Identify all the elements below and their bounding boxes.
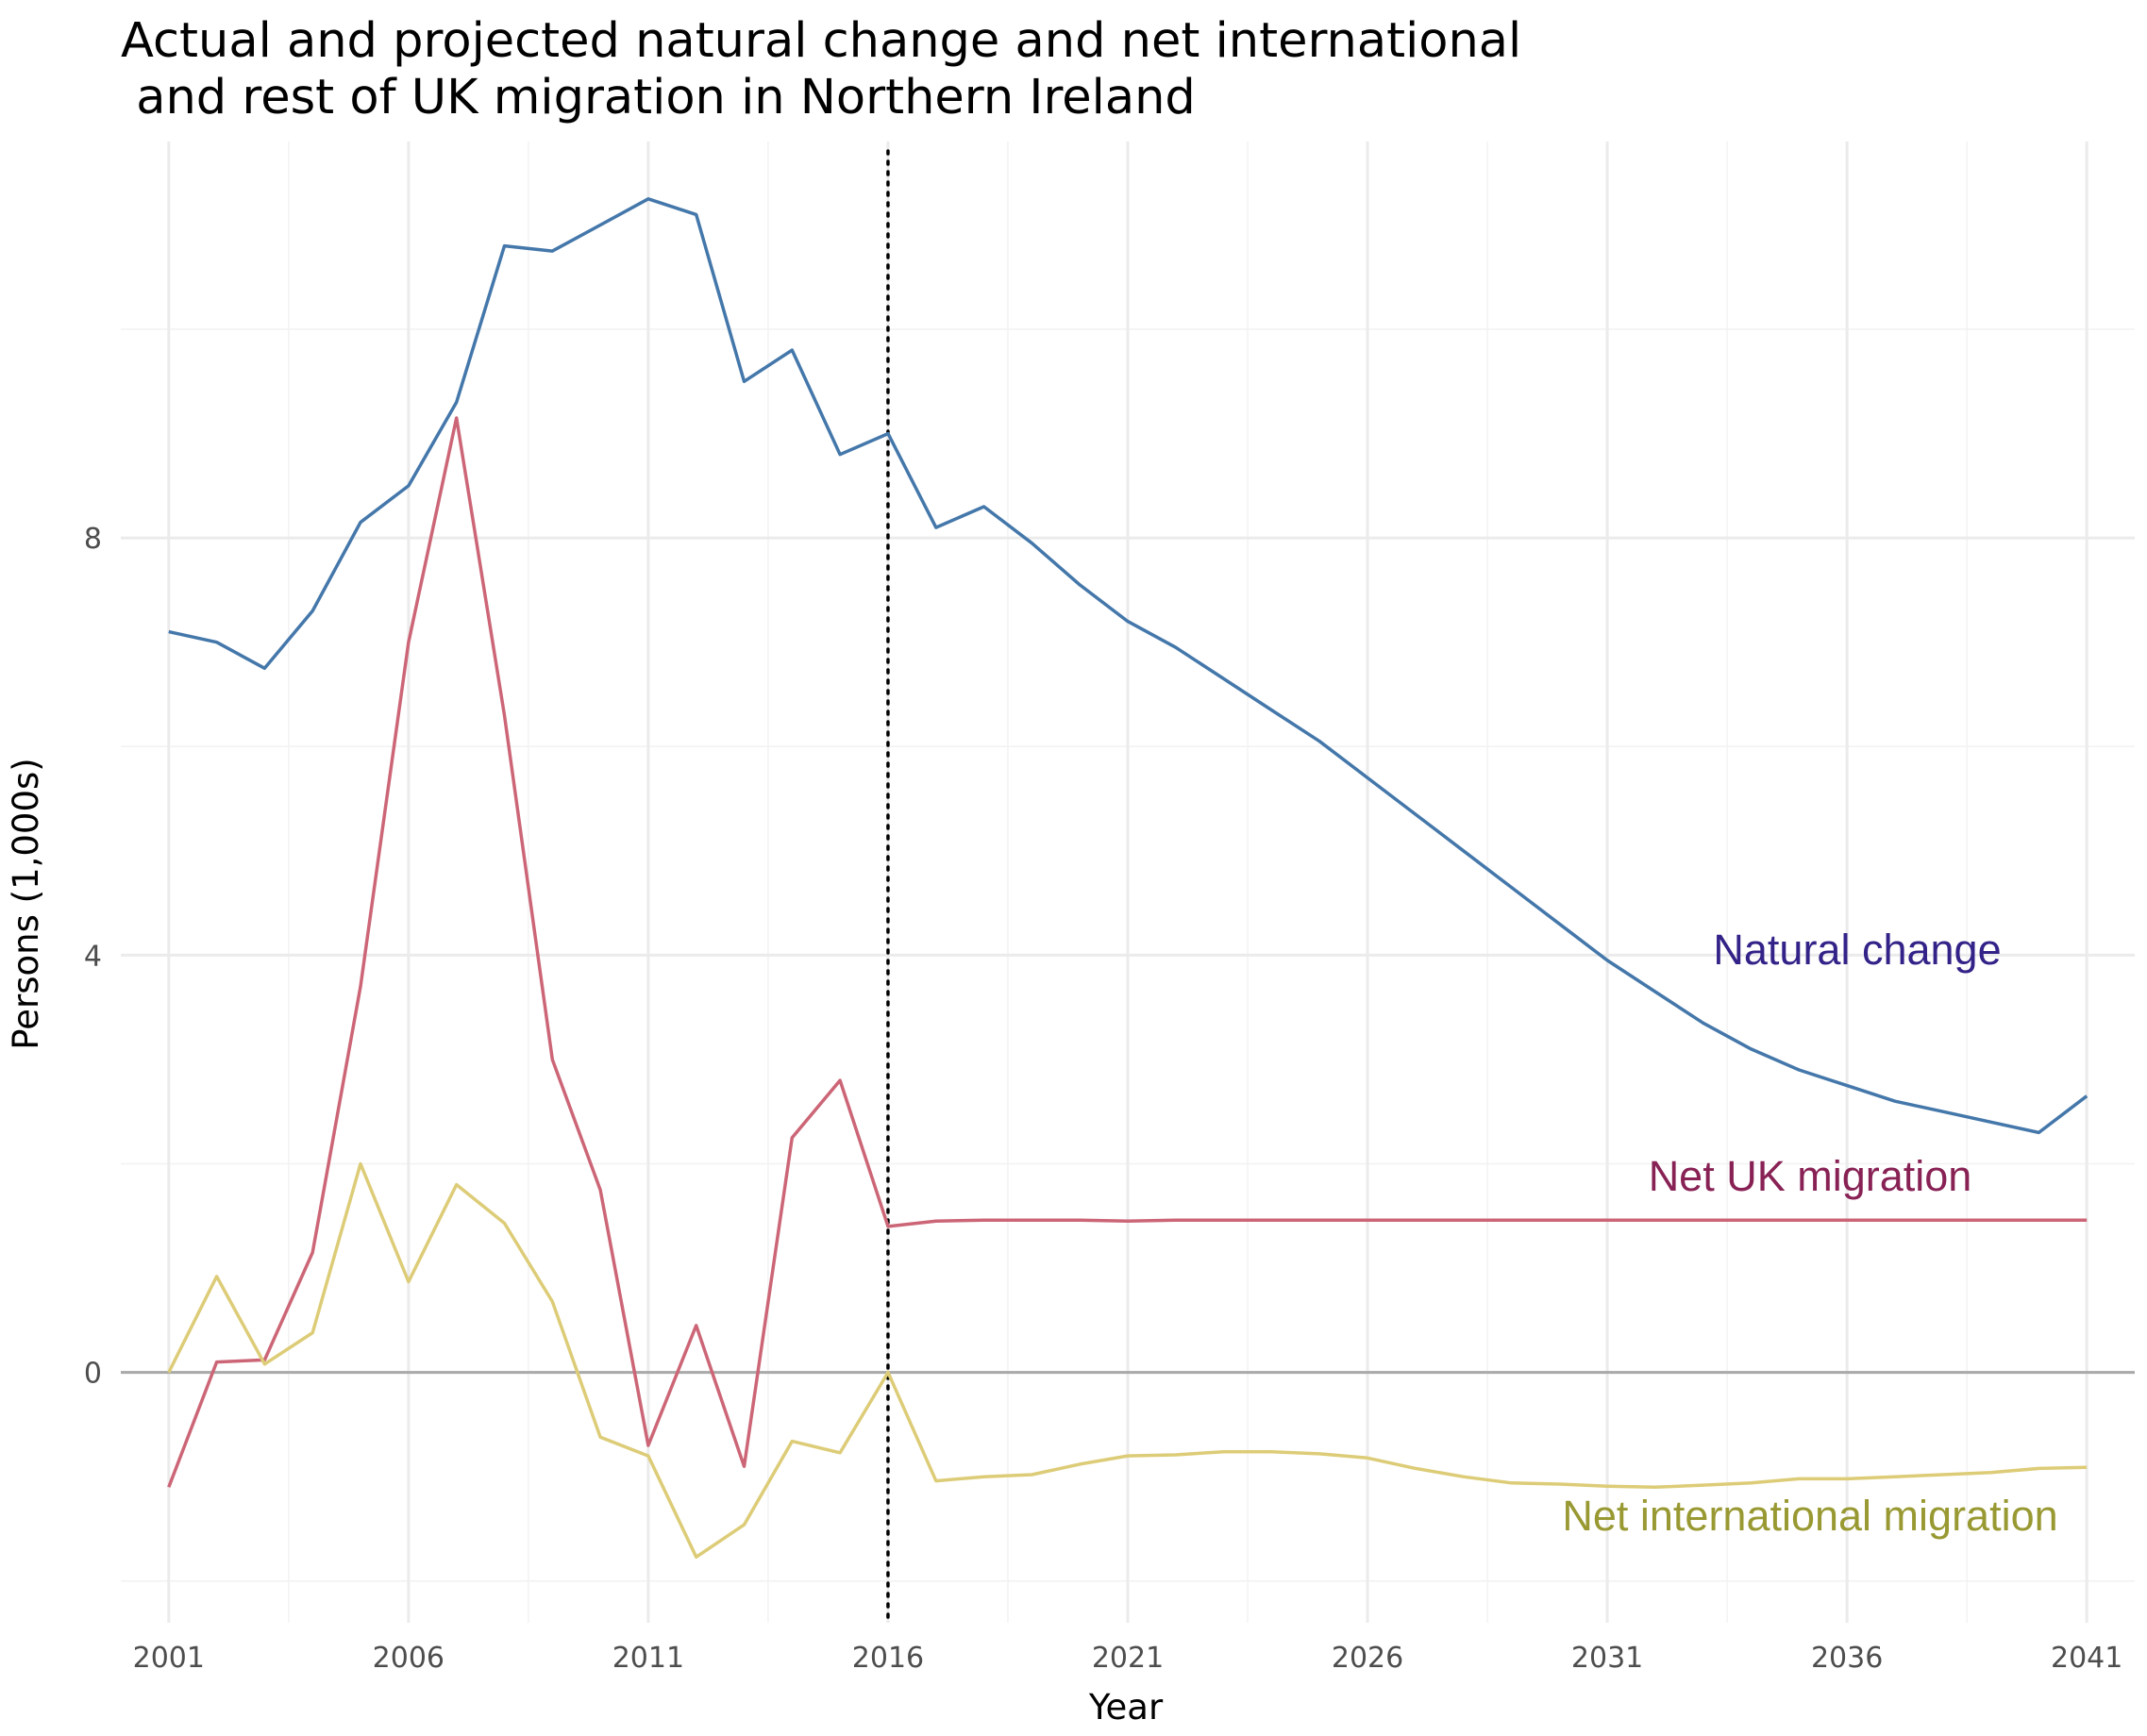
y-axis-title: Persons (1,000s) xyxy=(6,758,46,1049)
x-tick-label: 2006 xyxy=(373,1642,444,1675)
x-tick-label: 2011 xyxy=(612,1642,684,1675)
y-tick-label: 0 xyxy=(84,1358,102,1391)
series-line-net-uk-migration xyxy=(167,416,2088,1488)
x-tick-label: 2031 xyxy=(1571,1642,1643,1675)
series-lines xyxy=(167,197,2088,1560)
series-label-net-international-migration: Net international migration xyxy=(1562,1492,2057,1540)
x-axis-title: Year xyxy=(1088,1687,1164,1728)
x-tick-label: 2016 xyxy=(852,1642,924,1675)
x-tick-label: 2041 xyxy=(2051,1642,2122,1675)
series-label-natural-change: Natural change xyxy=(1713,926,2001,974)
x-tick-label: 2001 xyxy=(133,1642,205,1675)
reference-lines xyxy=(121,149,2135,1625)
x-tick-label: 2021 xyxy=(1092,1642,1164,1675)
x-tick-label: 2026 xyxy=(1332,1642,1403,1675)
series-line-net-international-migration xyxy=(167,1161,2088,1560)
chart-title: Actual and projected natural change and … xyxy=(121,13,1522,125)
y-tick-label: 8 xyxy=(84,523,102,556)
y-axis-tick-labels: 0 4 8 xyxy=(84,523,102,1391)
x-axis-tick-labels: 2001 2006 2011 2016 2021 2026 2031 2036 2041 xyxy=(133,1642,2123,1675)
y-tick-label: 4 xyxy=(84,940,102,973)
series-labels: Natural change Net UK migration Net intern… xyxy=(1562,926,2057,1540)
major-gridlines xyxy=(121,142,2135,1623)
series-line-natural-change xyxy=(168,197,2088,1135)
x-tick-label: 2036 xyxy=(1811,1642,1883,1675)
series-label-net-uk-migration: Net UK migration xyxy=(1649,1152,1972,1200)
